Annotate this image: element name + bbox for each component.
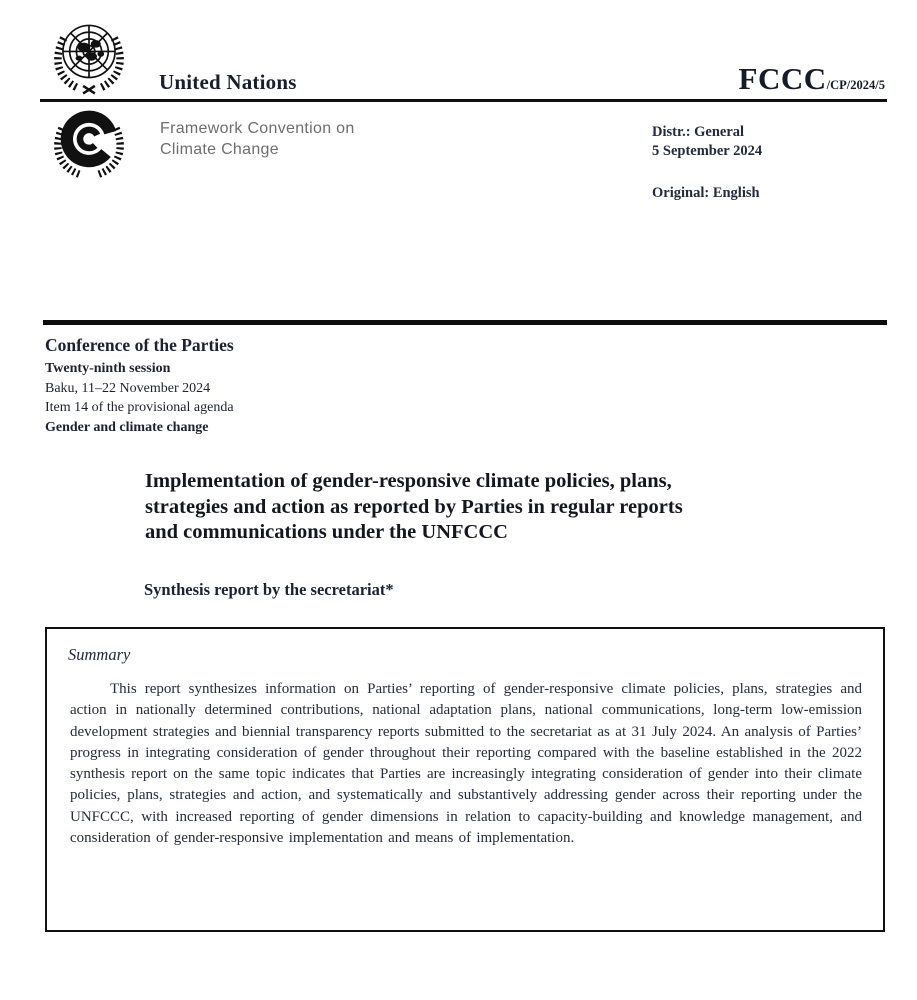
distribution-block: Distr.: General 5 September 2024: [652, 123, 762, 161]
org-name-line1: Framework Convention on: [160, 120, 355, 137]
report-subtitle: Synthesis report by the secretariat*: [144, 580, 394, 599]
report-title-line: strategies and action as reported by Par…: [145, 495, 683, 518]
summary-box: Summary This report synthesizes informat…: [45, 627, 885, 932]
un-name-text: United Nations: [159, 70, 297, 94]
report-title-line: Implementation of gender-responsive clim…: [145, 470, 672, 492]
un-emblem-icon: [47, 13, 131, 100]
report-title-line: and communications under the UNFCCC: [145, 521, 508, 543]
org-name-line2: Climate Change: [160, 141, 279, 158]
header-rule: [40, 99, 887, 102]
session-rule: [43, 320, 887, 325]
agenda-item: Item 14 of the provisional agenda: [45, 400, 234, 415]
distribution-line: Distr.: General: [652, 124, 745, 140]
report-title: Implementation of gender-responsive clim…: [145, 469, 845, 546]
summary-heading: Summary: [68, 645, 131, 664]
doc-symbol-suffix: /CP/2024/5: [826, 78, 885, 92]
session-venue-dates: Baku, 11–22 November 2024: [45, 380, 211, 396]
org-name: Framework Convention on Climate Change: [160, 118, 355, 160]
date-line: 5 September 2024: [652, 143, 763, 159]
session-header: Conference of the Parties Twenty-ninth s…: [45, 332, 234, 437]
doc-symbol-main: FCCC: [738, 61, 827, 96]
agenda-title: Gender and climate change: [45, 419, 209, 435]
conference-name: Conference of the Parties: [45, 335, 234, 355]
original-language-line: Original: English: [652, 185, 760, 201]
unfccc-emblem-icon: [43, 102, 135, 184]
summary-body: This report synthesizes information on P…: [70, 681, 862, 847]
document-symbol: FCCC/CP/2024/5: [739, 61, 885, 97]
session-number: Twenty-ninth session: [45, 361, 171, 376]
